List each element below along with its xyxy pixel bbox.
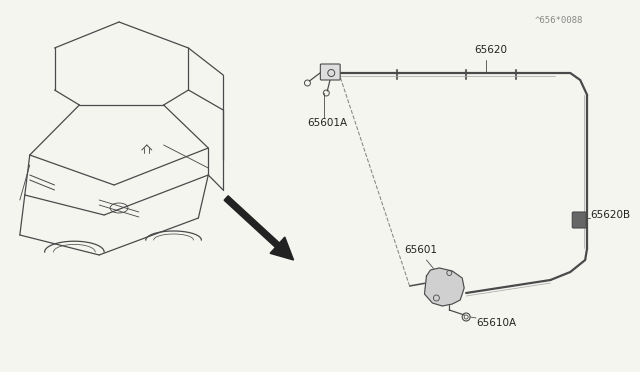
- Text: ^656*0088: ^656*0088: [534, 16, 583, 25]
- FancyBboxPatch shape: [572, 212, 586, 228]
- Text: 65601: 65601: [404, 245, 438, 255]
- Polygon shape: [424, 268, 464, 306]
- Text: 65620B: 65620B: [590, 210, 630, 220]
- Text: 65610A: 65610A: [476, 318, 516, 328]
- Text: 65601A: 65601A: [307, 118, 348, 128]
- Text: 65620: 65620: [474, 45, 507, 55]
- FancyBboxPatch shape: [321, 64, 340, 80]
- FancyArrow shape: [224, 196, 294, 260]
